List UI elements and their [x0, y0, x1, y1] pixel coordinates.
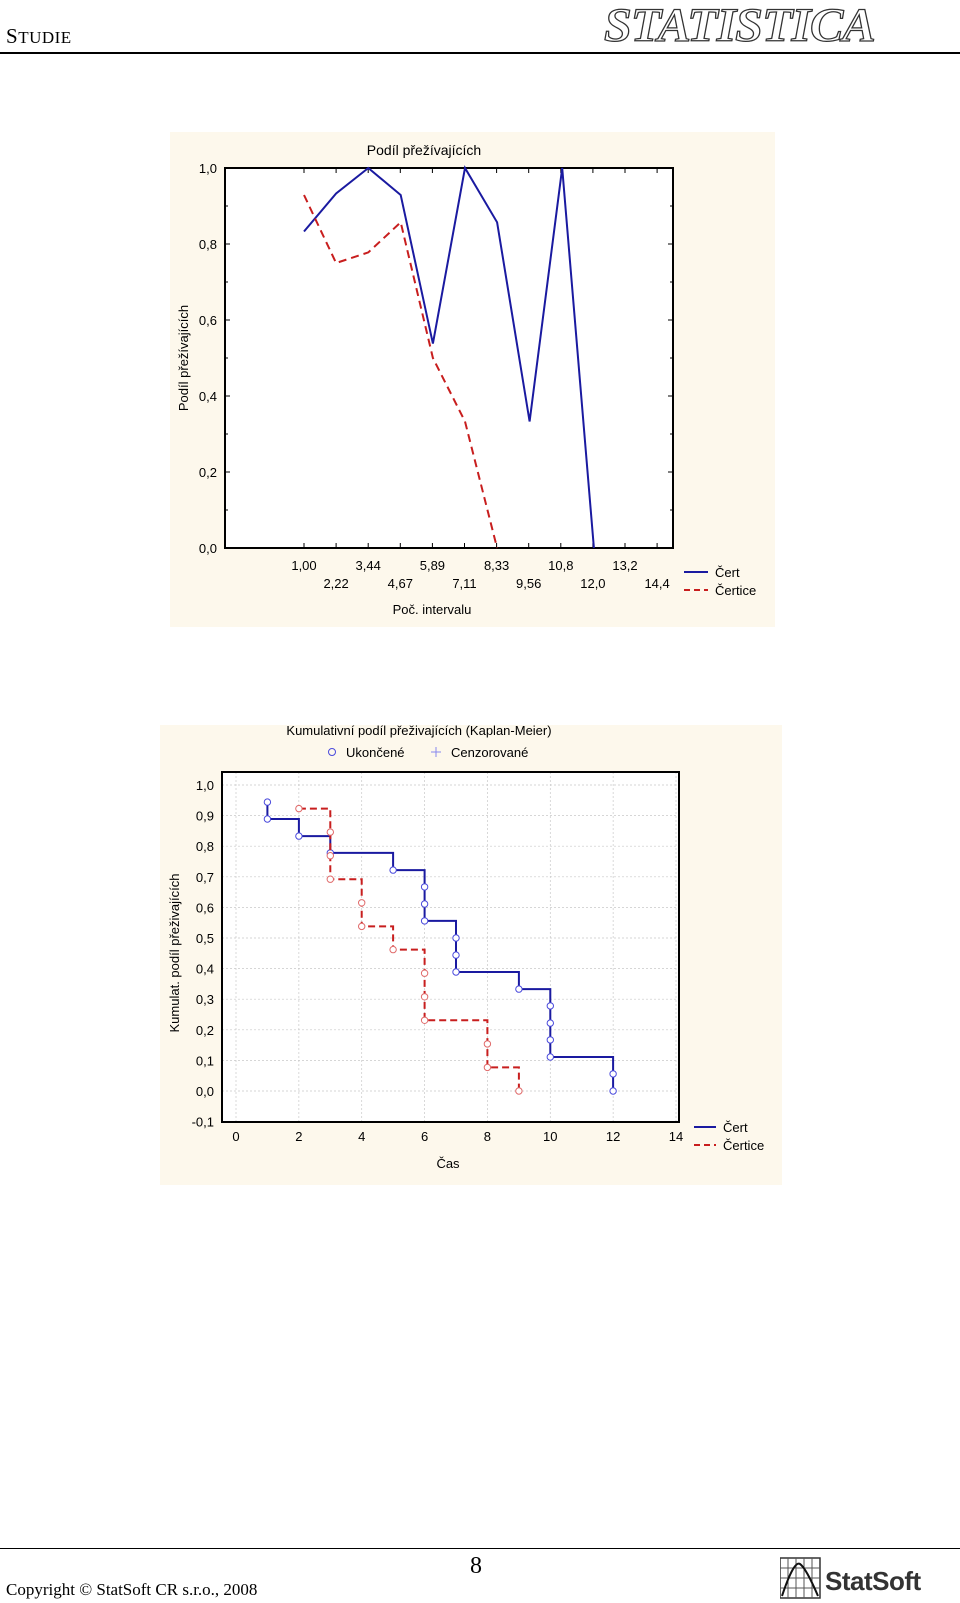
chart2-marker-cert	[295, 832, 303, 840]
chart2-marker-cert	[263, 798, 272, 806]
chart1-legend-label-cert: Čert	[715, 565, 740, 580]
chart2-marker-cert	[452, 951, 460, 959]
chart1-y-tick-label: 1,0	[199, 161, 217, 176]
chart2-y-axis-label: Kumulat. podíl přeživajících	[167, 874, 182, 1033]
chart1-series-line-cert	[303, 165, 595, 549]
chart2-x-tick-label: 6	[421, 1129, 428, 1144]
chart2-marker-certice	[358, 922, 366, 931]
chart2-y-tick-label: 0,5	[196, 931, 214, 946]
kaplan-meier-chart-svg: Kumulativní podíl přeživajících (Kaplan-…	[160, 723, 782, 1185]
chart2-y-tick-label: 0,1	[196, 1053, 214, 1068]
survival-ratio-chart-svg: Podíl přežívajících 1,0 0,8 0,6 0,4 0,2 0,0 1,0…	[170, 132, 775, 627]
chart1-x-tick-label: 10,8	[548, 558, 573, 573]
chart2-marker-certice	[389, 945, 397, 954]
chart2-marker-cert	[420, 900, 429, 908]
chart2-marker-certice	[483, 1040, 492, 1048]
header-title: STUDIE	[6, 24, 72, 49]
statistica-logo: STATISTICA	[603, 0, 876, 52]
chart2-marker-certice	[483, 1063, 492, 1072]
chart1-x-tick-label: 8,33	[484, 558, 509, 573]
chart2-y-tick-label: 0,3	[196, 992, 214, 1007]
statsoft-logo-text: StatSoft	[825, 1566, 921, 1596]
chart1-x-tick-label: 14,4	[644, 576, 669, 591]
header-rule	[0, 52, 960, 54]
chart2-marker-certice	[515, 1087, 523, 1095]
chart2-marker-certice	[358, 899, 366, 907]
chart2-y-tick-label: 0,9	[196, 809, 214, 824]
chart2-x-tick-label: 8	[484, 1129, 491, 1144]
chart2-y-tick-label: 0,4	[196, 962, 214, 977]
chart2-marker-legend-ukoncene-icon	[328, 748, 336, 756]
chart2-marker-certice	[295, 804, 303, 813]
chart2-x-tick-label: 12	[606, 1129, 620, 1144]
chart2-y-tick-label: -0,1	[192, 1115, 214, 1130]
chart1-x-tick-label: 7,11	[452, 576, 476, 591]
page-number: 8	[470, 1553, 482, 1579]
chart2-marker-cert	[452, 934, 460, 942]
chart2-x-tick-label: 2	[295, 1129, 302, 1144]
chart2-legend-label-certice: Čertice	[723, 1138, 764, 1153]
chart2-marker-cert	[546, 1053, 554, 1061]
chart2-marker-cert	[389, 866, 397, 874]
chart2-title: Kumulativní podíl přeživajících (Kaplan-…	[286, 725, 551, 738]
copyright-text: Copyright © StatSoft CR s.r.o., 2008	[6, 1580, 258, 1599]
chart2-marker-legend-ukoncene: Ukončené	[346, 745, 405, 760]
chart1-y-axis-label: Podíl přežívajících	[176, 305, 191, 411]
chart1-x-tick-label: 13,2	[612, 558, 637, 573]
chart2-y-tick-label: 0,0	[196, 1084, 214, 1099]
chart1-x-tick-label: 3,44	[356, 558, 381, 573]
chart2-marker-certice	[326, 875, 335, 883]
chart1-x-tick-label: 4,67	[388, 576, 413, 591]
chart2-x-tick-label: 10	[543, 1129, 557, 1144]
chart2-x-tick-label: 4	[358, 1129, 365, 1144]
header-title-rest: TUDIE	[18, 28, 72, 47]
statsoft-logo-icon	[780, 1557, 821, 1599]
chart1-x-tick-label: 9,56	[516, 576, 541, 591]
chart1-x-tick-label: 5,89	[420, 558, 445, 573]
chart2-marker-cert	[263, 815, 272, 823]
chart2-x-tick-label: 14	[669, 1129, 683, 1144]
chart2-y-tick-label: 0,8	[196, 839, 214, 854]
chart1-y-tick-label: 0,4	[199, 389, 217, 404]
chart1-x-tick-label: 12,0	[580, 576, 605, 591]
chart2-y-tick-label: 0,6	[196, 900, 214, 915]
chart1-y-tick-label: 0,2	[199, 465, 217, 480]
chart2-marker-cert	[420, 917, 429, 925]
chart2-marker-cert	[546, 1002, 554, 1010]
chart2-marker-certice	[420, 969, 429, 977]
chart2-marker-certice	[326, 828, 335, 836]
chart2-y-tick-label: 1,0	[196, 778, 214, 793]
chart2-marker-certice	[420, 993, 429, 1001]
chart1-x-tick-label: 1,00	[291, 558, 316, 573]
chart2-legend-label-cert: Čert	[723, 1120, 748, 1135]
chart2-y-tick-label: 0,2	[196, 1023, 214, 1038]
chart2-marker-cert	[546, 1036, 554, 1044]
chart2-marker-cert	[452, 968, 460, 976]
chart2-marker-cert	[546, 1019, 554, 1027]
chart2-x-tick-label: 0	[232, 1129, 239, 1144]
chart2-marker-cert	[515, 985, 523, 993]
chart1-legend-label-certice: Čertice	[715, 583, 756, 598]
footer-rule	[0, 1548, 960, 1549]
header-title-first: S	[6, 24, 19, 48]
kaplan-meier-chart: Kumulativní podíl přeživajících (Kaplan-…	[160, 723, 782, 1190]
chart1-x-tick-label: 2,22	[323, 576, 348, 591]
chart1-plot-area	[224, 167, 674, 549]
chart1-y-tick-label: 0,0	[199, 541, 217, 556]
chart1-y-tick-label: 0,6	[199, 313, 217, 328]
survival-ratio-chart: Podíl přežívajících 1,0 0,8 0,6 0,4 0,2 0,0 1,0…	[170, 132, 775, 632]
chart2-marker-cert	[609, 1070, 617, 1078]
chart2-marker-cert	[609, 1087, 617, 1095]
chart2-x-axis-label: Čas	[436, 1156, 460, 1171]
chart2-marker-cert	[420, 883, 429, 891]
chart1-y-tick-label: 0,8	[199, 237, 217, 252]
chart2-y-tick-label: 0,7	[196, 870, 214, 885]
chart1-title: Podíl přežívajících	[367, 142, 481, 158]
chart2-plot-bg	[222, 772, 679, 1122]
chart2-marker-certice	[420, 1016, 429, 1024]
chart2-marker-certice	[326, 852, 335, 860]
chart2-marker-legend-cenzorovane: Cenzorované	[451, 745, 528, 760]
chart1-x-axis-label: Poč. intervalu	[393, 602, 472, 617]
chart2-plot-frame	[221, 771, 680, 1123]
